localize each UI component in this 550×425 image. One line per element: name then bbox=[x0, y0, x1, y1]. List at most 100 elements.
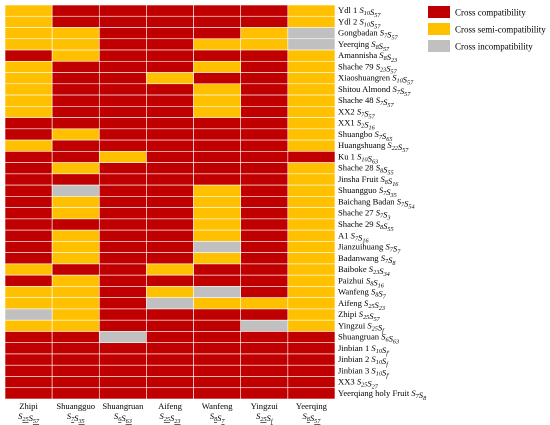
heatmap-cell bbox=[98, 207, 147, 220]
heatmap-cell bbox=[4, 27, 53, 40]
heatmap-cell bbox=[98, 72, 147, 85]
heatmap-cell bbox=[4, 241, 53, 253]
heatmap-cell bbox=[240, 83, 289, 96]
heatmap-cell bbox=[287, 387, 336, 400]
row-label: Shache 27 S7S3 bbox=[338, 208, 391, 222]
heatmap-cell bbox=[193, 151, 242, 163]
heatmap-cell bbox=[287, 151, 336, 163]
column-label: Aifeng bbox=[158, 401, 183, 411]
row-label: Jinbian 1 S10Sf′ bbox=[338, 343, 390, 357]
heatmap-cell bbox=[4, 38, 53, 51]
column-allele-label: S25Sf bbox=[256, 411, 274, 425]
heatmap-cell bbox=[98, 94, 147, 107]
row-label: XX3 S25S27 bbox=[338, 377, 379, 391]
heatmap-cell bbox=[193, 263, 242, 276]
heatmap-cell bbox=[146, 274, 194, 287]
heatmap-cell bbox=[98, 83, 147, 96]
heatmap-cell bbox=[146, 196, 194, 208]
row-label: Ku 1 S10S63 bbox=[338, 151, 378, 165]
legend-swatch bbox=[428, 6, 450, 18]
heatmap-cell bbox=[146, 286, 194, 298]
row-label: Shitou Almond S7S57 bbox=[338, 84, 411, 98]
row-label: Wanfeng S8S7 bbox=[338, 287, 387, 301]
column-label: Wanfeng bbox=[202, 401, 234, 411]
heatmap-cell bbox=[240, 252, 289, 265]
heatmap-cell bbox=[146, 151, 194, 163]
row-label: Shuangguo S7S35 bbox=[338, 185, 397, 199]
heatmap-cell bbox=[193, 252, 242, 265]
heatmap-cell bbox=[98, 128, 147, 141]
heatmap-cell bbox=[193, 207, 242, 220]
heatmap-cell bbox=[287, 229, 336, 242]
heatmap-cell bbox=[146, 331, 194, 344]
heatmap-cell bbox=[240, 94, 289, 107]
heatmap-cell bbox=[287, 331, 336, 344]
heatmap-cell bbox=[287, 60, 336, 73]
heatmap-cell bbox=[4, 184, 53, 197]
row-label: Huangshuang S22S57 bbox=[338, 140, 409, 154]
heatmap-cell bbox=[51, 27, 100, 40]
heatmap-cell bbox=[51, 151, 100, 163]
heatmap-cell bbox=[287, 252, 336, 265]
heatmap-cell bbox=[98, 263, 147, 276]
heatmap-cell bbox=[193, 38, 242, 51]
row-label: Ydl 1 S10S57 bbox=[338, 5, 381, 19]
heatmap-cell bbox=[51, 387, 100, 400]
heatmap-cell bbox=[51, 218, 100, 231]
heatmap-cell bbox=[193, 94, 242, 107]
heatmap-cell bbox=[287, 308, 336, 321]
heatmap-cell bbox=[51, 196, 100, 208]
heatmap-cell bbox=[193, 297, 242, 310]
heatmap-cell bbox=[98, 252, 147, 265]
heatmap-cell bbox=[4, 128, 53, 141]
heatmap-cell bbox=[240, 139, 289, 152]
heatmap-cell bbox=[193, 184, 242, 197]
heatmap-cell bbox=[146, 162, 194, 175]
heatmap-cell bbox=[240, 128, 289, 141]
heatmap-cell bbox=[146, 263, 194, 276]
heatmap-cell bbox=[51, 308, 100, 321]
heatmap-cell bbox=[146, 252, 194, 265]
heatmap-cell bbox=[98, 286, 147, 298]
heatmap-cell bbox=[146, 308, 194, 321]
heatmap-cell bbox=[287, 342, 336, 355]
heatmap-cell bbox=[4, 106, 53, 118]
heatmap-cell bbox=[193, 72, 242, 85]
heatmap-cell bbox=[4, 207, 53, 220]
heatmap-cell bbox=[4, 49, 53, 62]
heatmap-cell bbox=[4, 342, 53, 355]
heatmap-cell bbox=[4, 162, 53, 175]
heatmap-cell bbox=[287, 106, 336, 118]
heatmap-cell bbox=[193, 218, 242, 231]
heatmap-cell bbox=[240, 38, 289, 51]
heatmap-cell bbox=[51, 263, 100, 276]
heatmap-cell bbox=[240, 263, 289, 276]
heatmap-cell bbox=[4, 387, 53, 400]
heatmap-cell bbox=[146, 72, 194, 85]
heatmap-cell bbox=[146, 106, 194, 118]
heatmap-cell bbox=[4, 196, 53, 208]
heatmap-cell bbox=[146, 173, 194, 186]
row-label: Shache 28 S8S55 bbox=[338, 163, 394, 177]
heatmap-cell bbox=[240, 274, 289, 287]
heatmap-cell bbox=[287, 207, 336, 220]
heatmap-cell bbox=[287, 117, 336, 130]
heatmap-cell bbox=[240, 60, 289, 73]
heatmap-cell bbox=[4, 364, 53, 377]
heatmap-cell bbox=[240, 49, 289, 62]
heatmap-cell bbox=[4, 218, 53, 231]
heatmap-cell bbox=[4, 15, 53, 28]
heatmap-cell bbox=[240, 319, 289, 332]
heatmap-cell bbox=[51, 139, 100, 152]
heatmap-cell bbox=[4, 331, 53, 344]
heatmap-cell bbox=[98, 38, 147, 51]
heatmap-cell bbox=[98, 297, 147, 310]
heatmap-cell bbox=[287, 274, 336, 287]
heatmap-cell bbox=[193, 27, 242, 40]
heatmap-cell bbox=[51, 4, 100, 17]
heatmap-cell bbox=[240, 387, 289, 400]
heatmap-cell bbox=[146, 218, 194, 231]
row-label: Baichang Badan S7S54 bbox=[338, 196, 415, 210]
heatmap-cell bbox=[98, 49, 147, 62]
heatmap-cell bbox=[146, 117, 194, 130]
